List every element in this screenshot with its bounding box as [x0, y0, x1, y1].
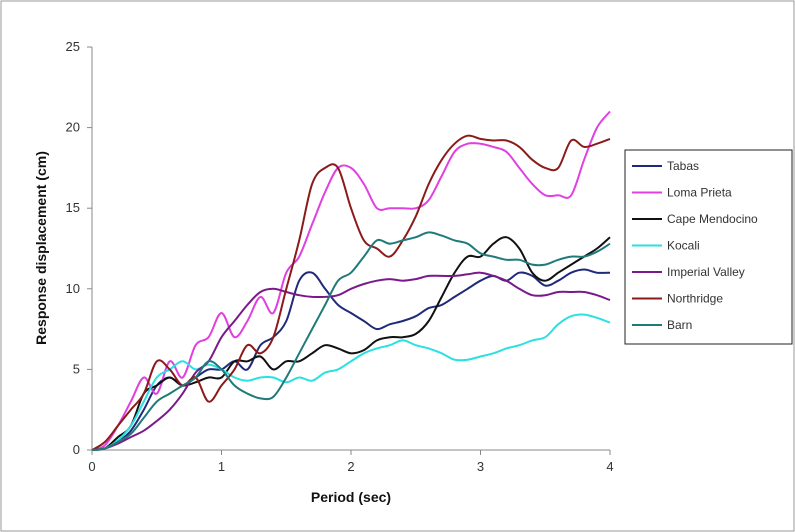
x-tick-label: 0 [88, 459, 95, 474]
x-tick-label: 4 [606, 459, 613, 474]
legend-box [625, 150, 792, 344]
y-tick-label: 0 [73, 442, 80, 457]
y-tick-label: 20 [66, 120, 80, 135]
legend-label: Tabas [667, 159, 699, 173]
legend-label: Kocali [667, 239, 700, 253]
x-axis-label: Period (sec) [311, 489, 391, 505]
x-tick-label: 3 [477, 459, 484, 474]
y-tick-label: 5 [73, 361, 80, 376]
x-tick-label: 1 [218, 459, 225, 474]
x-tick-label: 2 [347, 459, 354, 474]
y-tick-label: 25 [66, 39, 80, 54]
y-axis-label: Response displacement (cm) [33, 151, 49, 345]
legend-label: Cape Mendocino [667, 212, 758, 226]
legend-label: Loma Prieta [667, 186, 732, 200]
legend-label: Imperial Valley [667, 265, 745, 279]
y-tick-label: 15 [66, 200, 80, 215]
legend-label: Barn [667, 318, 692, 332]
y-tick-label: 10 [66, 281, 80, 296]
legend: Tabas Loma Prieta Cape Mendocino Kocali Impe… [625, 150, 792, 344]
legend-label: Northridge [667, 292, 723, 306]
